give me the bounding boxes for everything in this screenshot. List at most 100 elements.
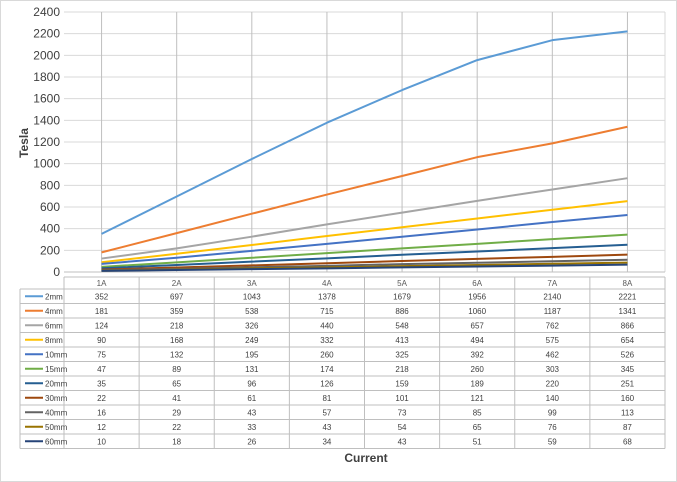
data-label: 575 bbox=[546, 336, 560, 345]
data-label: 43 bbox=[247, 408, 256, 417]
data-label: 220 bbox=[546, 379, 560, 388]
data-label: 73 bbox=[398, 408, 407, 417]
x-category-label: 6A bbox=[472, 279, 482, 288]
x-category-label: 4A bbox=[322, 279, 332, 288]
data-label: 51 bbox=[473, 437, 482, 446]
data-label: 59 bbox=[548, 437, 557, 446]
data-label: 57 bbox=[322, 408, 331, 417]
data-label: 65 bbox=[172, 379, 181, 388]
y-tick-label: 1800 bbox=[33, 70, 60, 84]
data-label: 886 bbox=[395, 307, 409, 316]
series-line-10mm bbox=[101, 214, 628, 265]
data-label: 34 bbox=[322, 437, 331, 446]
series-line-30mm bbox=[101, 253, 628, 271]
data-label: 174 bbox=[320, 365, 334, 374]
data-label: 33 bbox=[247, 423, 256, 432]
data-label: 101 bbox=[395, 394, 409, 403]
y-tick-label: 2200 bbox=[33, 27, 60, 41]
data-label: 352 bbox=[95, 292, 109, 301]
x-category-label: 2A bbox=[172, 279, 182, 288]
legend-label: 8mm bbox=[45, 336, 63, 345]
data-label: 462 bbox=[546, 350, 560, 359]
data-label: 654 bbox=[621, 336, 635, 345]
legend-label: 2mm bbox=[45, 292, 63, 301]
data-label: 65 bbox=[473, 423, 482, 432]
data-label: 35 bbox=[97, 379, 106, 388]
data-label: 131 bbox=[245, 365, 259, 374]
y-tick-label: 1400 bbox=[33, 113, 60, 127]
data-label: 22 bbox=[172, 423, 181, 432]
y-axis-title: Tesla bbox=[17, 128, 31, 158]
series-line-8mm bbox=[101, 200, 628, 264]
data-label: 1187 bbox=[544, 307, 562, 316]
data-label: 440 bbox=[320, 321, 334, 330]
data-label: 249 bbox=[245, 336, 259, 345]
legend-label: 15mm bbox=[45, 365, 68, 374]
data-label: 2140 bbox=[543, 292, 561, 301]
data-label: 345 bbox=[621, 365, 635, 374]
y-tick-label: 2400 bbox=[33, 5, 60, 19]
x-category-label: 5A bbox=[397, 279, 407, 288]
data-label: 121 bbox=[471, 394, 485, 403]
y-tick-label: 0 bbox=[53, 265, 60, 279]
data-label: 1956 bbox=[468, 292, 486, 301]
data-label: 75 bbox=[97, 350, 106, 359]
data-label: 526 bbox=[621, 350, 635, 359]
x-category-label: 3A bbox=[247, 279, 257, 288]
data-label: 359 bbox=[170, 307, 184, 316]
data-label: 260 bbox=[471, 365, 485, 374]
data-label: 548 bbox=[395, 321, 409, 330]
y-axis-ticks: 0 200 400 600 800 1000 1200 1400 1600 1800 2000 220… bbox=[33, 5, 60, 279]
data-label: 68 bbox=[623, 437, 632, 446]
x-axis-title: Current bbox=[344, 451, 387, 465]
data-label: 762 bbox=[546, 321, 560, 330]
data-label: 218 bbox=[170, 321, 184, 330]
data-label: 1043 bbox=[243, 292, 261, 301]
data-label: 41 bbox=[172, 394, 181, 403]
data-label: 76 bbox=[548, 423, 557, 432]
x-category-label: 1A bbox=[97, 279, 107, 288]
data-label: 332 bbox=[320, 336, 334, 345]
data-label: 99 bbox=[548, 408, 557, 417]
data-label: 124 bbox=[95, 321, 109, 330]
data-label: 303 bbox=[546, 365, 560, 374]
data-label: 16 bbox=[97, 408, 106, 417]
data-label: 159 bbox=[395, 379, 409, 388]
series-line-15mm bbox=[101, 233, 628, 268]
data-label: 1679 bbox=[393, 292, 411, 301]
legend-label: 6mm bbox=[45, 321, 63, 330]
series-line-6mm bbox=[101, 177, 628, 260]
legend-label: 50mm bbox=[45, 423, 68, 432]
data-label: 22 bbox=[97, 394, 106, 403]
data-label: 96 bbox=[247, 379, 256, 388]
y-tick-label: 200 bbox=[40, 243, 60, 257]
data-label: 168 bbox=[170, 336, 184, 345]
data-label: 494 bbox=[471, 336, 485, 345]
data-label: 181 bbox=[95, 307, 109, 316]
legend-label: 40mm bbox=[45, 408, 68, 417]
data-label: 113 bbox=[621, 408, 634, 417]
data-label: 10 bbox=[97, 437, 106, 446]
legend-label: 60mm bbox=[45, 437, 68, 446]
data-label: 218 bbox=[395, 365, 409, 374]
data-label: 538 bbox=[245, 307, 259, 316]
y-tick-label: 800 bbox=[40, 178, 60, 192]
data-label: 195 bbox=[245, 350, 259, 359]
y-tick-label: 400 bbox=[40, 222, 60, 236]
y-tick-label: 1000 bbox=[33, 157, 60, 171]
data-label: 392 bbox=[471, 350, 485, 359]
series-line-4mm bbox=[101, 125, 628, 254]
series-line-20mm bbox=[101, 243, 628, 270]
data-label: 260 bbox=[320, 350, 334, 359]
data-label: 1378 bbox=[318, 292, 336, 301]
y-tick-label: 1200 bbox=[33, 135, 60, 149]
data-label: 1060 bbox=[468, 307, 486, 316]
data-label: 126 bbox=[320, 379, 334, 388]
y-tick-label: 600 bbox=[40, 200, 60, 214]
data-label: 47 bbox=[97, 365, 106, 374]
x-category-label: 8A bbox=[623, 279, 633, 288]
data-label: 89 bbox=[172, 365, 181, 374]
data-label: 866 bbox=[621, 321, 635, 330]
data-label: 132 bbox=[170, 350, 184, 359]
